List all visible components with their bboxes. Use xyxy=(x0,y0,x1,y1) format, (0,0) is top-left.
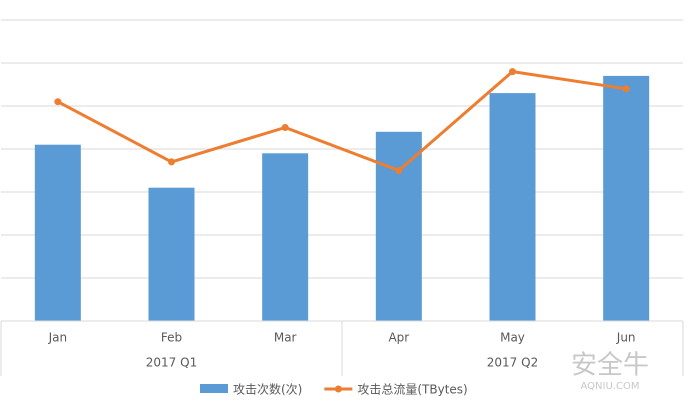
bar xyxy=(375,131,422,321)
line xyxy=(57,70,627,172)
bar xyxy=(262,153,309,321)
bar xyxy=(148,187,195,321)
group-label: 2017 Q1 xyxy=(146,356,197,370)
legend-marker xyxy=(334,385,342,393)
watermark: 安全牛 xyxy=(571,351,649,381)
legend-label: 攻击总流量(TBytes) xyxy=(357,383,467,397)
legend-label: 攻击次数(次) xyxy=(233,382,302,397)
legend-swatch xyxy=(200,384,228,393)
x-tick-label: Feb xyxy=(161,331,182,345)
group-label: 2017 Q2 xyxy=(487,356,538,370)
bar xyxy=(603,75,650,322)
watermark-sub: AQNIU.COM xyxy=(581,381,640,392)
x-tick-label: Jan xyxy=(48,331,68,345)
line-marker xyxy=(395,167,403,174)
line-marker xyxy=(622,85,630,93)
x-tick-label: Mar xyxy=(274,331,297,345)
x-tick-label: Jun xyxy=(616,331,636,345)
bar xyxy=(34,144,81,321)
line-marker xyxy=(281,124,289,131)
line-marker xyxy=(509,68,516,76)
bar xyxy=(489,93,536,321)
line-marker xyxy=(168,158,175,166)
x-tick-label: May xyxy=(500,331,525,345)
line-marker xyxy=(54,98,62,106)
x-tick-label: Apr xyxy=(388,331,409,345)
